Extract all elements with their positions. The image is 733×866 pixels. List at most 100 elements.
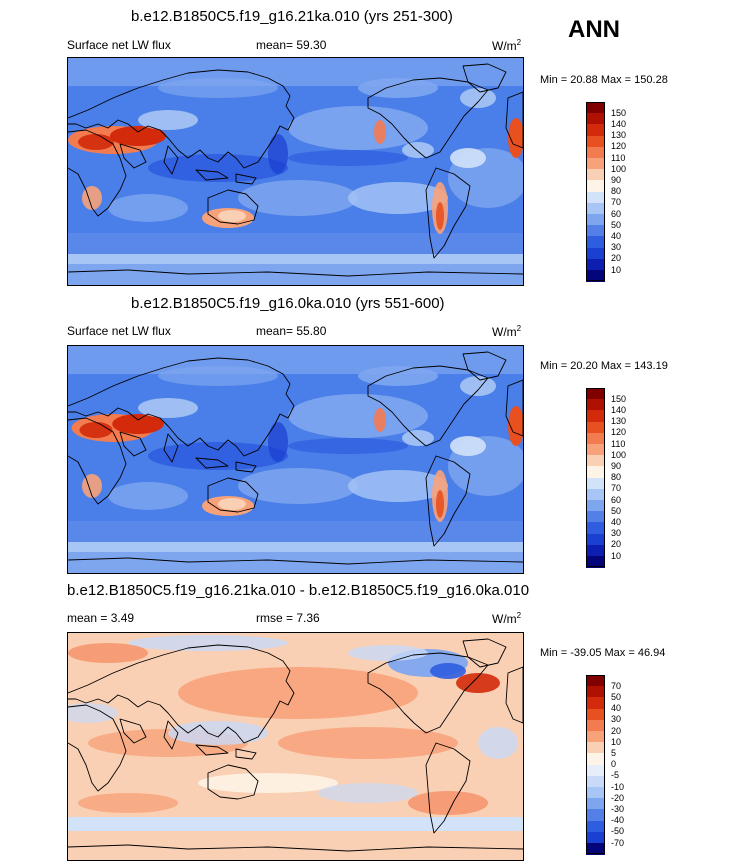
colorbar-tick-label: 120	[611, 141, 627, 152]
colorbar-tick-label: 0	[611, 759, 617, 770]
panel-3-title: b.e12.B1850C5.f19_g16.21ka.010 - b.e12.B…	[67, 582, 530, 599]
colorbar-cell	[586, 388, 605, 400]
colorbar-frame	[586, 388, 605, 568]
colorbar-cell	[586, 820, 605, 833]
colorbar-tick-label: 130	[611, 416, 627, 427]
panel-1-mean: mean= 59.30	[256, 38, 327, 52]
colorbar-cell	[586, 202, 605, 215]
colorbar-cell	[586, 158, 605, 170]
colorbar-cell	[586, 444, 605, 456]
colorbar-cell	[586, 432, 605, 445]
colorbar-tick-label: 110	[611, 152, 626, 163]
colorbar-cell	[586, 247, 605, 260]
colorbar-cell	[586, 556, 605, 568]
colorbar-tick-label: -20	[611, 792, 625, 803]
colorbar-cell	[586, 686, 605, 698]
colorbar-cell	[586, 258, 605, 271]
colorbar-cell	[586, 500, 605, 512]
colorbar-tick-label: 10	[611, 264, 622, 275]
colorbar-tick-label: 70	[611, 197, 622, 208]
colorbar-cell	[586, 708, 605, 721]
colorbar-frame	[586, 102, 605, 282]
panel-3-minmax: Min = -39.05 Max = 46.94	[540, 647, 666, 659]
colorbar-tick-label: 30	[611, 528, 622, 539]
colorbar-tick-label: 100	[611, 449, 627, 460]
colorbar-cell	[586, 124, 605, 137]
coastlines	[68, 351, 523, 565]
colorbar-tick-label: -40	[611, 815, 625, 826]
colorbar-tick-label: 40	[611, 516, 622, 527]
colorbar-tick-label: 110	[611, 438, 626, 449]
panel-1-units: W/m2	[492, 38, 522, 53]
colorbar-tick-label: 20	[611, 253, 622, 264]
colorbar-tick-label: 30	[611, 242, 622, 253]
colorbar-cell	[586, 270, 605, 282]
panel-3-map	[67, 632, 524, 861]
panel-2-map-field	[68, 346, 523, 573]
colorbar-cell	[586, 455, 605, 467]
colorbar-cell	[586, 399, 605, 411]
colorbar-cell	[586, 544, 605, 557]
panel-2-minmax: Min = 20.20 Max = 143.19	[540, 360, 668, 372]
colorbar-cell	[586, 511, 605, 523]
colorbar-tick-label: -30	[611, 803, 625, 814]
colorbar-cell	[586, 466, 605, 479]
colorbar-tick-label: 80	[611, 186, 622, 197]
colorbar-tick-label: 10	[611, 550, 622, 561]
colorbar-frame	[586, 675, 605, 855]
colorbar-cell	[586, 843, 605, 855]
colorbar-cell	[586, 753, 605, 766]
colorbar-cell	[586, 214, 605, 226]
colorbar-cell	[586, 410, 605, 423]
colorbar-cell	[586, 421, 605, 434]
colorbar-tick-label: 60	[611, 494, 622, 505]
coastlines	[68, 638, 523, 852]
colorbar-tick-label: -70	[611, 837, 625, 848]
colorbar-cell	[586, 146, 605, 159]
colorbar-tick-label: 140	[611, 404, 627, 415]
colorbar-cell	[586, 731, 605, 743]
panel-3-units: W/m2	[492, 611, 522, 626]
colorbar-tick-label: 10	[611, 736, 622, 747]
colorbar-cell	[586, 477, 605, 490]
colorbar-tick-label: 40	[611, 230, 622, 241]
colorbar-cell	[586, 675, 605, 687]
colorbar-cell	[586, 488, 605, 501]
colorbar-tick-label: 140	[611, 118, 627, 129]
panel-3-mean: mean = 3.49	[67, 611, 135, 625]
colorbar-cell	[586, 697, 605, 710]
colorbar-cell	[586, 775, 605, 788]
colorbar-cell	[586, 169, 605, 181]
colorbar-tick-label: 150	[611, 393, 627, 404]
colorbar-tick-label: 70	[611, 483, 622, 494]
colorbar-tick-label: 20	[611, 725, 622, 736]
colorbar-tick-label: 20	[611, 539, 622, 550]
colorbar-tick-label: 5	[611, 747, 617, 758]
colorbar-tick-label: 90	[611, 460, 622, 471]
colorbar-tick-label: 40	[611, 703, 622, 714]
colorbar-tick-label: 30	[611, 714, 622, 725]
colorbar-cell	[586, 180, 605, 193]
panel-1-map	[67, 57, 524, 286]
panel-1-minmax: Min = 20.88 Max = 150.28	[540, 74, 668, 86]
colorbar-cell	[586, 787, 605, 799]
panel-3-map-field	[68, 633, 523, 860]
colorbar-cell	[586, 102, 605, 114]
colorbar-cell	[586, 135, 605, 148]
coastlines	[68, 63, 523, 277]
colorbar-tick-label: 80	[611, 472, 622, 483]
colorbar-tick-label: -50	[611, 826, 625, 837]
panel-2-mean: mean= 55.80	[256, 324, 327, 338]
colorbar-tick-label: 50	[611, 219, 622, 230]
colorbar-cell	[586, 764, 605, 777]
panel-2-units: W/m2	[492, 324, 522, 339]
colorbar-cell	[586, 236, 605, 249]
colorbar-cell	[586, 742, 605, 754]
colorbar-cell	[586, 225, 605, 237]
colorbar-cell	[586, 798, 605, 810]
colorbar-tick-label: 70	[611, 680, 622, 691]
colorbar-cell	[586, 522, 605, 535]
colorbar-tick-label: -10	[611, 781, 625, 792]
panel-2-variable: Surface net LW flux	[67, 324, 171, 338]
panel-2-map	[67, 345, 524, 574]
